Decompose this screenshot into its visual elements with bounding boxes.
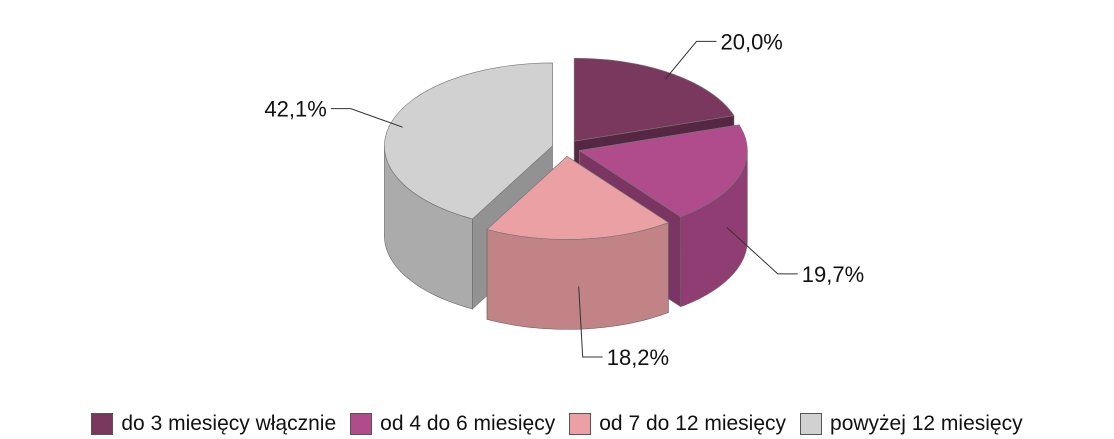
legend-item-3: powyżej 12 miesięcy: [800, 412, 1023, 436]
data-label-leader: [726, 227, 798, 275]
data-label-leader: [664, 40, 717, 80]
pie-slice-2: [486, 155, 670, 330]
legend-label-2: od 7 do 12 miesięcy: [599, 412, 787, 435]
data-label-leader: [578, 286, 603, 358]
data-label-3: 42,1%: [264, 97, 326, 122]
pie-chart: 20,0% 19,7% 18,2% 42,1%: [264, 29, 864, 370]
data-label-leader: [330, 108, 403, 128]
pie-slice-top: [486, 155, 670, 240]
data-label-2: 18,2%: [607, 345, 669, 370]
legend-label-0: do 3 miesięcy włącznie: [121, 412, 337, 435]
legend-swatch-1: [350, 413, 373, 435]
legend-swatch-0: [91, 413, 114, 435]
legend-swatch-2: [569, 413, 592, 435]
legend-item-0: do 3 miesięcy włącznie: [91, 412, 336, 436]
legend-item-2: od 7 do 12 miesięcy: [569, 412, 786, 436]
pie-slice-top: [578, 124, 748, 218]
legend-item-1: od 4 do 6 miesięcy: [350, 412, 555, 436]
legend-label-1: od 4 do 6 miesięcy: [380, 412, 556, 435]
pie-slice-top: [573, 57, 735, 142]
pie-slice-top: [384, 62, 553, 220]
legend-label-3: powyżej 12 miesięcy: [830, 412, 1023, 435]
legend-swatch-3: [800, 413, 823, 435]
legend: do 3 miesięcy włącznie od 4 do 6 miesięc…: [0, 409, 1114, 439]
data-label-1: 19,7%: [802, 262, 864, 287]
data-label-0: 20,0%: [720, 29, 782, 54]
